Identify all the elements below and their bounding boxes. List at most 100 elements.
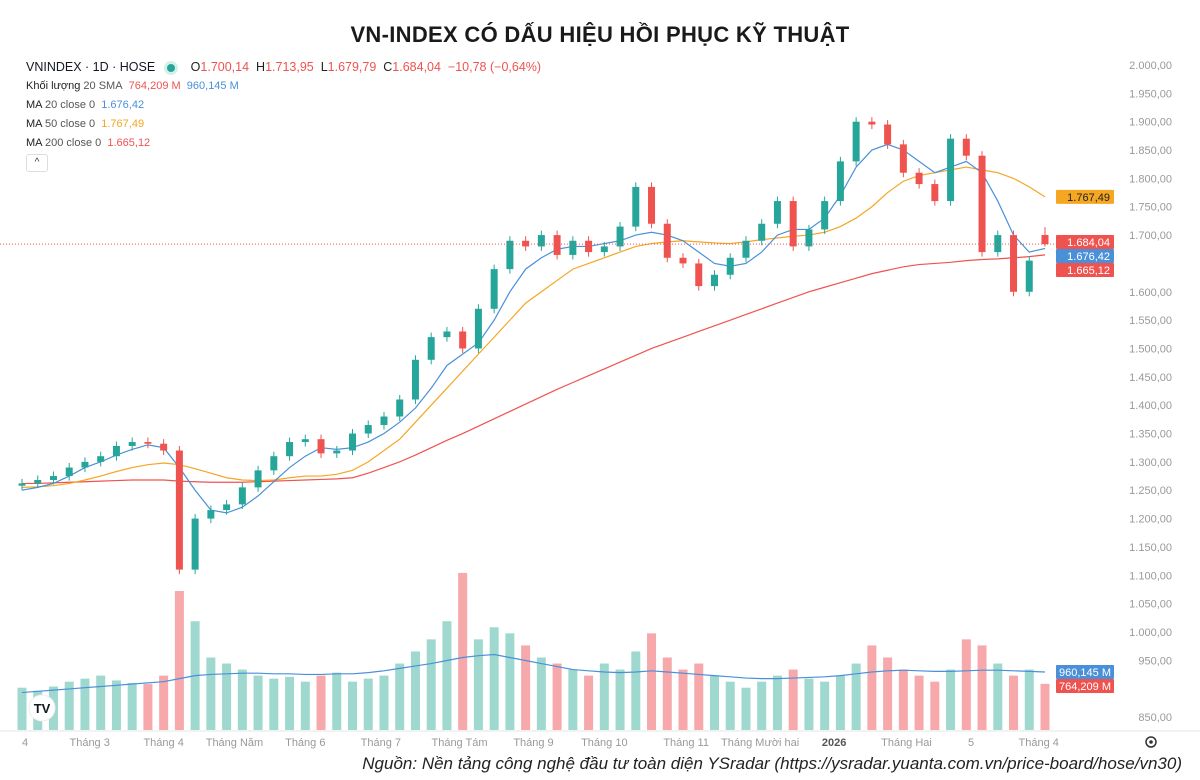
- price-tag: [1056, 249, 1114, 263]
- candle: [380, 411, 388, 430]
- candle: [270, 451, 278, 475]
- y-tick-label: 1.600,00: [1129, 287, 1172, 299]
- candle: [254, 465, 262, 492]
- x-tick-label: Tháng 3: [69, 737, 109, 749]
- candle-body: [128, 442, 136, 446]
- candle-body: [931, 184, 939, 202]
- candle-body: [821, 201, 829, 230]
- volume-bar: [709, 675, 719, 730]
- volume-bar: [174, 591, 184, 730]
- candle: [81, 457, 89, 473]
- volume-bar: [395, 663, 405, 730]
- volume-bar: [285, 676, 295, 730]
- volume-bar: [694, 663, 704, 730]
- candle-body: [18, 483, 26, 486]
- candle-body: [81, 461, 89, 468]
- x-tick-label: Tháng 7: [361, 737, 401, 749]
- candle: [947, 134, 955, 206]
- collapse-legend-button[interactable]: ^: [26, 154, 48, 172]
- candle-body: [537, 235, 545, 247]
- volume-bar: [143, 684, 153, 730]
- candle-body: [773, 201, 781, 224]
- y-tick-label: 1.200,00: [1129, 514, 1172, 526]
- volume-bar: [1040, 683, 1050, 730]
- tradingview-logo: TV: [28, 694, 56, 722]
- volume-bar: [584, 675, 594, 730]
- ma20-value: 1.676,42: [101, 99, 145, 111]
- candle-body: [175, 450, 183, 570]
- y-tick-label: 1.900,00: [1129, 117, 1172, 129]
- ma50-line: [21, 166, 1046, 488]
- y-tick-label: 1.000,00: [1129, 627, 1172, 639]
- volume-bar: [993, 663, 1003, 730]
- volume-bar: [678, 669, 688, 730]
- candle-body: [34, 480, 42, 484]
- candle: [553, 230, 561, 260]
- candle: [742, 236, 750, 263]
- low-value: 1.679,79: [327, 60, 377, 74]
- gear-outer: [1145, 736, 1157, 748]
- candle: [333, 445, 341, 458]
- candle: [522, 236, 530, 251]
- candle-body: [789, 201, 797, 247]
- legend-ma200[interactable]: MA 200 close 0 1.665,12: [26, 137, 150, 149]
- volume-value: 764,209 M: [128, 80, 181, 92]
- settings-gear-icon[interactable]: [1145, 736, 1157, 748]
- price-tag: [1056, 189, 1114, 204]
- candle: [396, 394, 404, 422]
- candle-body: [679, 257, 687, 264]
- volume-bar: [473, 639, 483, 730]
- candle: [663, 219, 671, 263]
- y-tick-label: 850,00: [1138, 712, 1172, 724]
- open-value: 1.700,14: [200, 60, 250, 74]
- candle-body: [223, 504, 231, 511]
- chart-title: VN-INDEX CÓ DẤU HIỆU HỒI PHỤC KỸ THUẬT: [350, 22, 850, 47]
- logo-text: TV: [34, 701, 51, 716]
- volume-bar: [316, 675, 326, 730]
- candle-body: [49, 476, 57, 481]
- candle-body: [191, 518, 199, 570]
- low-label: L: [320, 60, 328, 74]
- volume-bar: [820, 681, 830, 730]
- candle: [427, 332, 435, 365]
- candle-body: [805, 229, 813, 247]
- candle-body: [238, 487, 246, 505]
- legend-volume[interactable]: Khối lượng 20 SMA 764,209 M 960,145 M: [26, 80, 239, 92]
- candle: [726, 253, 734, 280]
- candle-body: [459, 331, 467, 349]
- candle-body: [742, 240, 750, 258]
- y-tick-label: 1.850,00: [1129, 145, 1172, 157]
- volume-bar: [237, 669, 247, 730]
- volume-bar: [127, 682, 137, 730]
- candle: [632, 182, 640, 232]
- price-tag-label: 1.767,49: [1067, 192, 1110, 204]
- volume-bar: [348, 681, 358, 730]
- y-tick-label: 1.700,00: [1129, 230, 1172, 242]
- volume-bar: [332, 672, 342, 730]
- candle-body: [632, 186, 640, 227]
- candle-body: [112, 445, 120, 457]
- ma50-params: 50 close 0: [44, 118, 96, 130]
- y-tick-label: 1.500,00: [1129, 343, 1172, 355]
- candle-body: [301, 439, 309, 443]
- candle-body: [364, 425, 372, 434]
- volume-bar: [363, 678, 373, 730]
- x-tick-label: Tháng Hai: [881, 737, 932, 749]
- candle: [97, 451, 105, 467]
- candle: [789, 196, 797, 251]
- volume-bar: [914, 675, 924, 730]
- legend-ma50[interactable]: MA 50 close 0 1.767,49: [26, 118, 144, 130]
- candle-body: [616, 226, 624, 247]
- x-tick-label: 2026: [822, 737, 846, 749]
- legend-ma20[interactable]: MA 20 close 0 1.676,42: [26, 99, 144, 111]
- candle: [474, 304, 482, 354]
- candle-body: [160, 443, 168, 451]
- candle-body: [852, 121, 860, 162]
- symbol-label[interactable]: VNINDEX · 1D · HOSE: [26, 60, 156, 74]
- volume-bar: [159, 675, 169, 730]
- candle: [915, 168, 923, 189]
- y-tick-label: 1.300,00: [1129, 457, 1172, 469]
- volume-bar: [961, 639, 971, 730]
- price-tag-label: 1.676,42: [1067, 251, 1110, 263]
